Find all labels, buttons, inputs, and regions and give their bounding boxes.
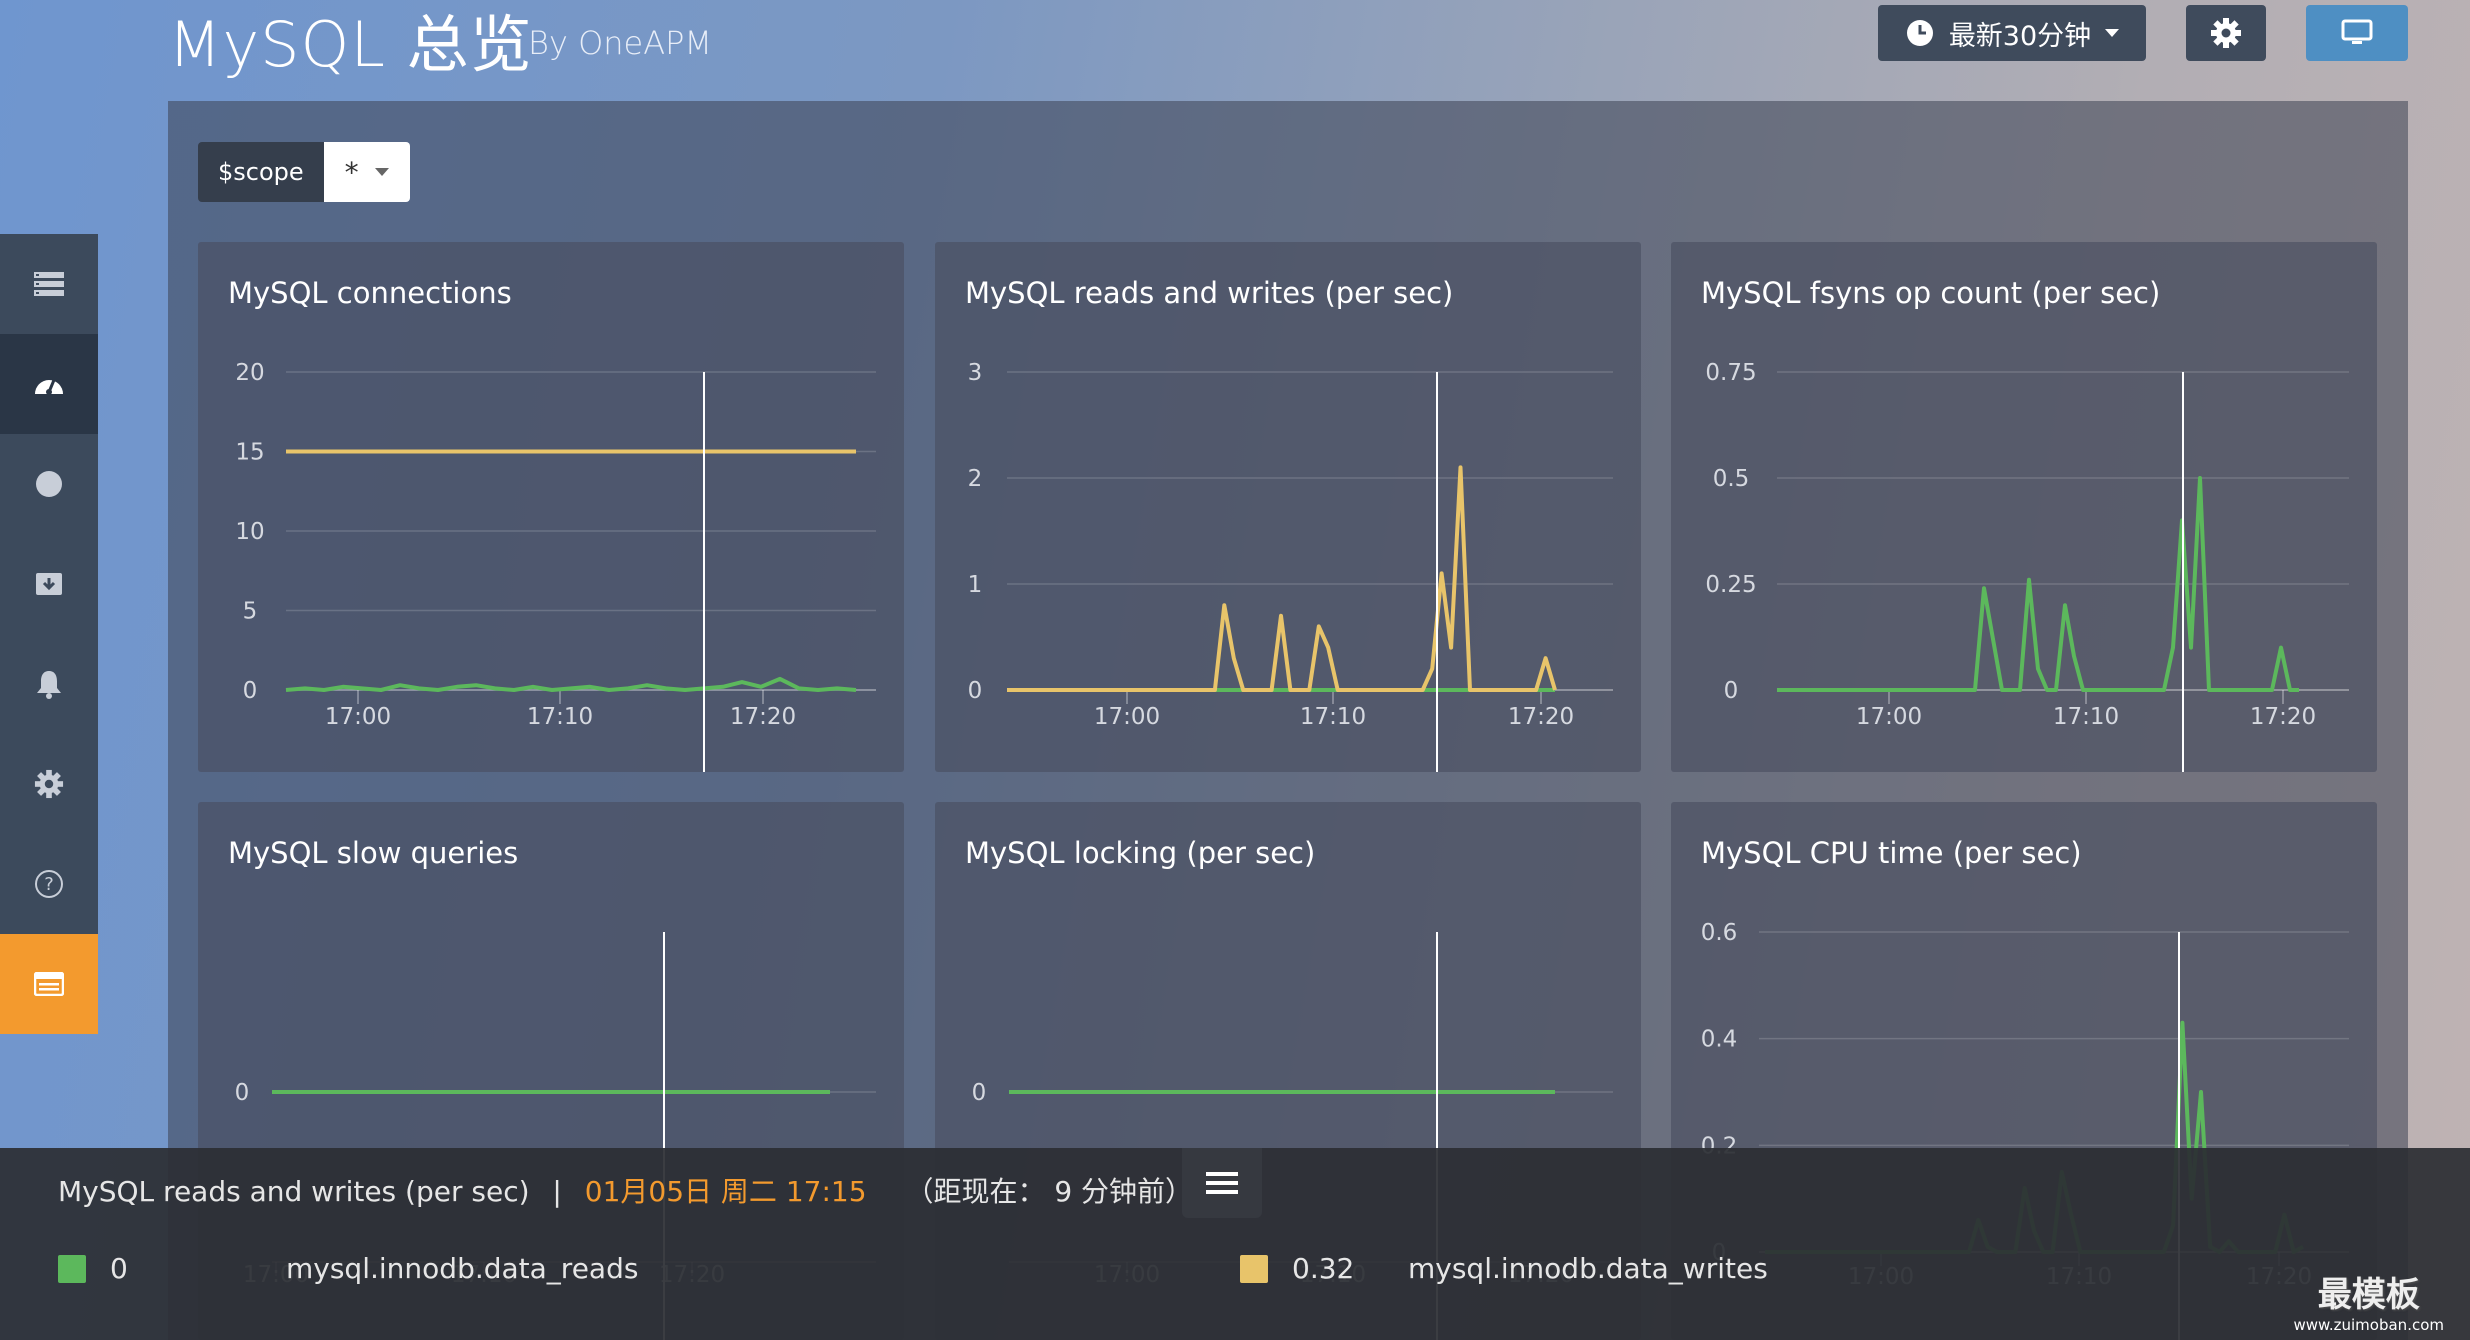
detail-relative-time: （距现在： 9 分钟前） (905, 1175, 1194, 1208)
watermark-text: 最模板 (2317, 1275, 2420, 1315)
legend-swatch (1240, 1254, 1268, 1283)
fullscreen-monitor-button[interactable] (2306, 5, 2408, 61)
sidebar: ? (0, 234, 98, 1034)
gear-icon (2211, 18, 2241, 48)
sidebar-item-dashboard[interactable] (0, 334, 98, 434)
time-range-label: 最新30分钟 (1948, 20, 2092, 52)
list-icon (34, 272, 64, 296)
y-tick-label: 0 (1724, 678, 1739, 704)
chevron-down-icon (2105, 29, 2120, 37)
help-icon: ? (35, 870, 63, 898)
settings-button[interactable] (2186, 5, 2266, 61)
archive-icon (36, 573, 62, 595)
y-tick-label: 0.75 (1705, 360, 1756, 386)
chart-title: MySQL connections (228, 276, 512, 310)
legend-item-writes: 0.32 mysql.innodb.data_writes (1240, 1252, 1768, 1285)
y-tick-label: 0 (968, 678, 983, 704)
chart-title: MySQL CPU time (per sec) (1701, 836, 2082, 870)
y-tick-label: 0.6 (1701, 920, 1738, 946)
bell-icon (37, 671, 61, 699)
y-tick-label: 3 (968, 360, 983, 386)
page-title: MySQL 总览 (168, 8, 533, 81)
scope-label: $scope (198, 142, 324, 202)
series-line-1 (1007, 465, 1557, 692)
watermark-logo: 最模板 www.zuimoban.com (2293, 1267, 2444, 1334)
detail-separator: | (552, 1175, 562, 1208)
legend-swatch (58, 1254, 86, 1283)
panel-icon (34, 972, 64, 996)
chart-title: MySQL locking (per sec) (965, 836, 1316, 870)
page-subtitle: By OneAPM (528, 24, 713, 62)
chart-title: MySQL fsyns op count (per sec) (1701, 276, 2161, 310)
x-tick-label: 17:00 (325, 704, 391, 730)
chart-panel-fsyncs[interactable]: MySQL fsyns op count (per sec) 0.75 0.5 0.… (1671, 242, 2377, 772)
clock-icon (1906, 20, 1933, 46)
watermark-url: www.zuimoban.com (2293, 1316, 2444, 1334)
detail-header: MySQL reads and writes (per sec) | 01月05… (58, 1170, 1193, 1210)
chart-detail-bar: MySQL reads and writes (per sec) | 01月05… (0, 1148, 2470, 1340)
x-tick-label: 17:10 (527, 704, 593, 730)
sidebar-item-settings[interactable] (0, 734, 98, 834)
menu-toggle-button[interactable] (1182, 1148, 1262, 1218)
y-tick-label: 5 (243, 599, 258, 625)
scope-selector[interactable]: $scope * (198, 142, 410, 202)
sidebar-item-archive[interactable] (0, 534, 98, 634)
time-range-dropdown[interactable]: 最新30分钟 (1878, 5, 2146, 61)
y-tick-label: 15 (235, 440, 264, 466)
y-tick-label: 1 (968, 572, 983, 598)
y-tick-label: 0.25 (1705, 572, 1756, 598)
x-tick-label: 17:20 (2250, 704, 2316, 730)
series-line-0 (1777, 476, 2299, 692)
legend-metric: mysql.innodb.data_reads (286, 1252, 639, 1285)
x-tick-label: 17:10 (2053, 704, 2119, 730)
detail-datetime: 01月05日 周二 17:15 (584, 1175, 867, 1208)
chart-panel-connections[interactable]: MySQL connections 20 15 10 5 0 17:00 17:10 17:2… (198, 242, 904, 772)
x-tick-label: 17:00 (1856, 704, 1922, 730)
y-tick-label: 10 (235, 519, 264, 545)
chart-title: MySQL reads and writes (per sec) (965, 276, 1454, 310)
x-tick-label: 17:20 (730, 704, 796, 730)
chart-title: MySQL slow queries (228, 836, 519, 870)
detail-chart-name: MySQL reads and writes (per sec) (58, 1175, 530, 1208)
y-tick-label: 0.4 (1701, 1027, 1738, 1053)
y-tick-label: 0 (243, 678, 258, 704)
y-tick-label: 20 (235, 360, 264, 386)
sidebar-item-help[interactable]: ? (0, 834, 98, 934)
y-tick-label: 0.5 (1713, 466, 1750, 492)
x-tick-label: 17:00 (1094, 704, 1160, 730)
y-tick-label: 2 (968, 466, 983, 492)
sidebar-item-list[interactable] (0, 234, 98, 334)
legend-metric: mysql.innodb.data_writes (1408, 1252, 1768, 1285)
y-tick-label: 0 (972, 1080, 987, 1106)
chart-panel-reads-writes[interactable]: MySQL reads and writes (per sec) 3 2 1 0 17:… (935, 242, 1641, 772)
sidebar-item-panel[interactable] (0, 934, 98, 1034)
svg-text:?: ? (44, 874, 54, 895)
sidebar-item-circle[interactable] (0, 434, 98, 534)
series-line-1 (285, 676, 857, 692)
legend-item-reads: 0 mysql.innodb.data_reads (58, 1252, 638, 1285)
dashboard-icon (35, 379, 63, 395)
monitor-icon (2341, 19, 2373, 44)
scope-value: * (344, 155, 359, 189)
circle-icon (36, 471, 62, 497)
x-tick-label: 17:10 (1300, 704, 1366, 730)
chevron-down-icon (374, 168, 389, 176)
legend-value: 0 (110, 1252, 128, 1285)
y-tick-label: 0 (235, 1080, 250, 1106)
gear-icon (34, 769, 64, 799)
sidebar-item-alerts[interactable] (0, 634, 98, 734)
x-tick-label: 17:20 (1508, 704, 1574, 730)
hamburger-icon (1206, 1172, 1238, 1194)
scope-value-dropdown[interactable]: * (323, 142, 410, 202)
legend-value: 0.32 (1292, 1252, 1355, 1285)
